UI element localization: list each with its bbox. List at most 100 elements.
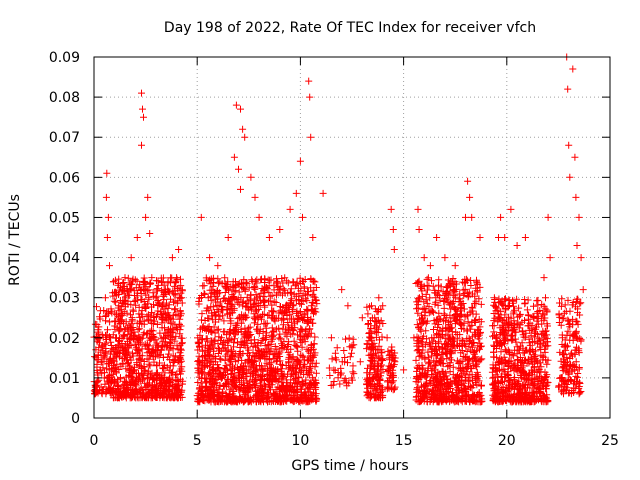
roti-point bbox=[240, 382, 248, 389]
roti-point bbox=[158, 342, 166, 350]
roti-point bbox=[195, 357, 203, 365]
roti-point bbox=[383, 334, 391, 342]
roti-point bbox=[140, 317, 148, 325]
roti-point bbox=[306, 365, 314, 373]
roti-point bbox=[329, 381, 337, 389]
roti-point bbox=[271, 391, 279, 399]
roti-point bbox=[215, 392, 222, 400]
roti-point bbox=[221, 328, 229, 336]
roti-point bbox=[103, 365, 111, 373]
roti-point bbox=[239, 299, 247, 307]
roti-point bbox=[264, 312, 272, 319]
roti-point bbox=[122, 384, 130, 391]
roti-point bbox=[303, 345, 311, 353]
roti-point bbox=[266, 276, 274, 284]
roti-point bbox=[241, 359, 249, 367]
roti-point bbox=[282, 388, 290, 396]
roti-point bbox=[201, 361, 209, 369]
roti-point bbox=[195, 342, 203, 350]
roti-point bbox=[252, 343, 260, 351]
roti-point bbox=[121, 380, 129, 388]
roti-point bbox=[164, 379, 172, 387]
roti-point bbox=[133, 234, 141, 241]
y-tick-label: 0.08 bbox=[49, 90, 80, 106]
roti-point bbox=[150, 301, 157, 309]
roti-point bbox=[101, 294, 109, 302]
roti-point bbox=[371, 383, 379, 390]
roti-point bbox=[156, 329, 164, 337]
roti-point bbox=[173, 299, 181, 307]
roti-point bbox=[178, 363, 186, 371]
roti-point bbox=[293, 280, 301, 288]
roti-point bbox=[119, 287, 127, 295]
roti-point bbox=[109, 387, 117, 395]
roti-point bbox=[232, 101, 240, 109]
roti-point bbox=[259, 311, 266, 319]
roti-point bbox=[435, 276, 443, 284]
roti-point bbox=[248, 276, 256, 284]
roti-point bbox=[153, 347, 161, 355]
roti-point bbox=[228, 302, 236, 310]
roti-point bbox=[232, 321, 240, 329]
roti-point bbox=[275, 324, 283, 332]
roti-point bbox=[111, 288, 119, 296]
roti-point bbox=[523, 306, 531, 314]
roti-point bbox=[227, 356, 235, 364]
roti-point bbox=[168, 369, 176, 377]
roti-point bbox=[262, 382, 269, 390]
roti-point bbox=[575, 213, 583, 221]
roti-point bbox=[277, 335, 285, 343]
roti-point bbox=[544, 213, 552, 221]
roti-point bbox=[285, 338, 293, 346]
roti-point bbox=[272, 299, 280, 306]
roti-point bbox=[131, 340, 139, 348]
roti-point bbox=[262, 336, 269, 343]
roti-point bbox=[296, 157, 304, 165]
roti-point bbox=[153, 339, 161, 347]
roti-point bbox=[173, 285, 181, 293]
roti-point bbox=[299, 380, 307, 388]
roti-point bbox=[277, 360, 285, 368]
roti-point bbox=[216, 355, 224, 363]
roti-point bbox=[245, 333, 252, 341]
roti-point bbox=[268, 307, 276, 315]
roti-point bbox=[327, 334, 335, 342]
roti-point bbox=[238, 311, 246, 319]
roti-point bbox=[160, 361, 168, 369]
roti-point bbox=[243, 370, 251, 378]
roti-point bbox=[128, 317, 136, 325]
roti-point bbox=[271, 375, 279, 383]
roti-point bbox=[136, 372, 144, 380]
roti-point bbox=[138, 141, 145, 149]
roti-point bbox=[521, 296, 529, 303]
roti-point bbox=[144, 367, 152, 375]
roti-point bbox=[225, 336, 233, 344]
roti-point bbox=[290, 301, 298, 309]
roti-point bbox=[175, 246, 183, 253]
roti-point bbox=[273, 345, 281, 353]
roti-point bbox=[230, 338, 238, 346]
roti-point bbox=[146, 328, 154, 336]
roti-point bbox=[154, 343, 162, 351]
roti-point bbox=[253, 365, 261, 373]
roti-point bbox=[202, 341, 209, 349]
roti-point bbox=[334, 374, 342, 382]
roti-point bbox=[106, 262, 113, 270]
roti-point bbox=[338, 358, 346, 366]
roti-point bbox=[139, 105, 146, 113]
roti-point bbox=[230, 306, 238, 314]
roti-point bbox=[282, 395, 290, 403]
roti-point bbox=[206, 377, 213, 385]
roti-point bbox=[389, 226, 397, 233]
roti-point bbox=[306, 325, 314, 333]
roti-point bbox=[243, 313, 251, 321]
roti-point bbox=[123, 385, 131, 393]
roti-point bbox=[279, 285, 287, 293]
roti-point bbox=[251, 193, 259, 201]
roti-point bbox=[237, 384, 245, 392]
roti-point bbox=[373, 322, 381, 330]
roti-point bbox=[255, 388, 263, 396]
roti-point bbox=[214, 325, 222, 333]
roti-point bbox=[111, 309, 119, 317]
roti-point bbox=[141, 301, 149, 309]
